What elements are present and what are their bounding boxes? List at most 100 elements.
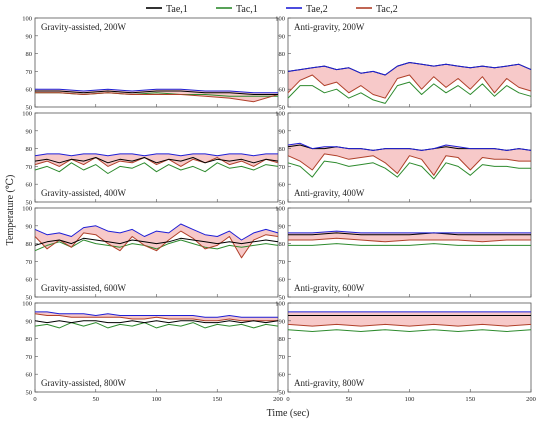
panel-title: Anti-gravity, 600W — [294, 283, 365, 293]
shaded-band — [35, 311, 278, 321]
series-line-tae-2 — [35, 88, 278, 94]
y-tick-label: 60 — [279, 87, 286, 94]
y-tick-label: 50 — [26, 200, 33, 207]
panel-title: Anti-gravity, 200W — [294, 22, 365, 32]
series-line-tac-2 — [34, 230, 279, 259]
y-tick-label: 60 — [26, 372, 33, 379]
y-tick-label: 70 — [279, 69, 286, 76]
y-tick-label: 100 — [275, 301, 285, 308]
y-tick-label: 80 — [26, 146, 33, 153]
y-tick-label: 80 — [26, 241, 33, 248]
y-tick-label: 60 — [279, 182, 286, 189]
legend-item: Tae,2 — [286, 4, 328, 15]
x-tick-label: 50 — [346, 396, 353, 403]
x-tick-label: 100 — [152, 396, 162, 403]
y-tick-label: 70 — [26, 259, 33, 266]
y-tick-label: 90 — [279, 223, 286, 230]
chart-panel: 50 60 70 80 90 100 Anti-gravity, 400W — [275, 111, 532, 207]
legend-item: Tac,1 — [216, 4, 258, 15]
x-tick-label: 150 — [212, 396, 222, 403]
y-tick-label: 90 — [26, 33, 33, 40]
x-tick-label: 50 — [93, 396, 100, 403]
panel-title: Gravity-assisted, 200W — [41, 22, 126, 32]
series-line-tac-2 — [287, 153, 531, 176]
shaded-band — [288, 311, 531, 327]
shaded-band — [288, 62, 531, 99]
y-tick-label: 90 — [279, 128, 286, 135]
series-line-tac-2 — [34, 157, 279, 167]
y-tick-label: 60 — [26, 277, 33, 284]
y-tick-label: 100 — [22, 111, 32, 118]
series-line-tae-2 — [287, 142, 532, 151]
y-tick-label: 90 — [279, 318, 286, 325]
shaded-band — [35, 224, 278, 258]
y-tick-label: 50 — [279, 105, 286, 112]
chart-panel: 50 60 70 80 90 100 Anti-gravity, 200W — [275, 16, 532, 112]
shaded-band — [288, 143, 531, 176]
y-tick-label: 80 — [279, 241, 286, 248]
panel-title: Gravity-assisted, 400W — [41, 188, 126, 198]
series-line-tae-2 — [288, 230, 531, 234]
series-line-tac-1 — [34, 162, 279, 174]
legend-label: Tac,2 — [376, 4, 398, 15]
y-tick-label: 50 — [26, 105, 33, 112]
y-tick-label: 90 — [26, 223, 33, 230]
y-tick-label: 50 — [279, 390, 286, 397]
chart-panel: 50 60 70 80 90 100 Gravity-assisted, 200W — [22, 16, 279, 112]
series-line-tae-1 — [34, 157, 279, 164]
panel-title: Anti-gravity, 800W — [294, 378, 365, 388]
y-tick-label: 100 — [22, 301, 32, 308]
series-line-tae-2 — [35, 311, 278, 318]
y-tick-label: 70 — [279, 259, 286, 266]
series-line-tae-1 — [34, 320, 279, 324]
legend-item: Tae,1 — [146, 4, 188, 15]
y-tick-label: 80 — [279, 336, 286, 343]
series-line-tac-1 — [287, 329, 532, 332]
series-line-tae-2 — [34, 153, 278, 157]
y-tick-label: 80 — [26, 51, 33, 58]
y-tick-label: 50 — [279, 295, 286, 302]
legend-item: Tac,2 — [356, 4, 398, 15]
series-line-tac-1 — [288, 243, 531, 246]
y-tick-label: 100 — [22, 206, 32, 213]
panel-title: Anti-gravity, 400W — [294, 188, 365, 198]
y-tick-label: 70 — [26, 69, 33, 76]
y-tick-label: 50 — [26, 295, 33, 302]
legend: Tae,1 Tac,1 Tae,2 Tac,2 — [146, 4, 398, 15]
y-tick-label: 50 — [26, 390, 33, 397]
chart-panels: 50 60 70 80 90 100 Gravity-assisted, 200W 50 60 7… — [22, 16, 536, 404]
x-tick-label: 200 — [273, 396, 283, 403]
chart-panel: 50 60 70 80 90 100 Anti-gravity, 600W — [275, 206, 532, 302]
chart-panel: 50 60 70 80 90 100 Gravity-assisted, 400W — [22, 111, 279, 207]
y-tick-label: 60 — [26, 87, 33, 94]
x-tick-label: 0 — [286, 396, 289, 403]
series-line-tac-2 — [288, 237, 531, 243]
panel-title: Gravity-assisted, 600W — [41, 283, 126, 293]
y-tick-label: 100 — [275, 111, 285, 118]
y-tick-label: 70 — [26, 164, 33, 171]
series-line-tac-1 — [34, 239, 279, 252]
y-axis-label: Temperature (℃) — [5, 175, 16, 246]
legend-label: Tac,1 — [236, 4, 258, 15]
series-line-tae-2 — [287, 62, 532, 76]
legend-label: Tae,1 — [166, 4, 188, 15]
y-tick-label: 90 — [279, 33, 286, 40]
x-tick-label: 200 — [526, 396, 536, 403]
panel-title: Gravity-assisted, 800W — [41, 378, 126, 388]
y-tick-label: 60 — [26, 182, 33, 189]
y-tick-label: 100 — [275, 16, 285, 23]
x-tick-label: 150 — [465, 396, 475, 403]
x-tick-label: 100 — [405, 396, 415, 403]
series-line-tac-1 — [34, 322, 279, 329]
y-tick-label: 50 — [279, 200, 286, 207]
y-tick-label: 80 — [279, 51, 286, 58]
series-line-tae-1 — [288, 232, 531, 236]
y-tick-label: 60 — [279, 277, 286, 284]
y-tick-label: 80 — [279, 146, 286, 153]
series-line-tac-1 — [287, 81, 532, 104]
y-tick-label: 90 — [26, 318, 33, 325]
legend-label: Tae,2 — [306, 4, 328, 15]
series-line-tac-2 — [35, 92, 279, 103]
